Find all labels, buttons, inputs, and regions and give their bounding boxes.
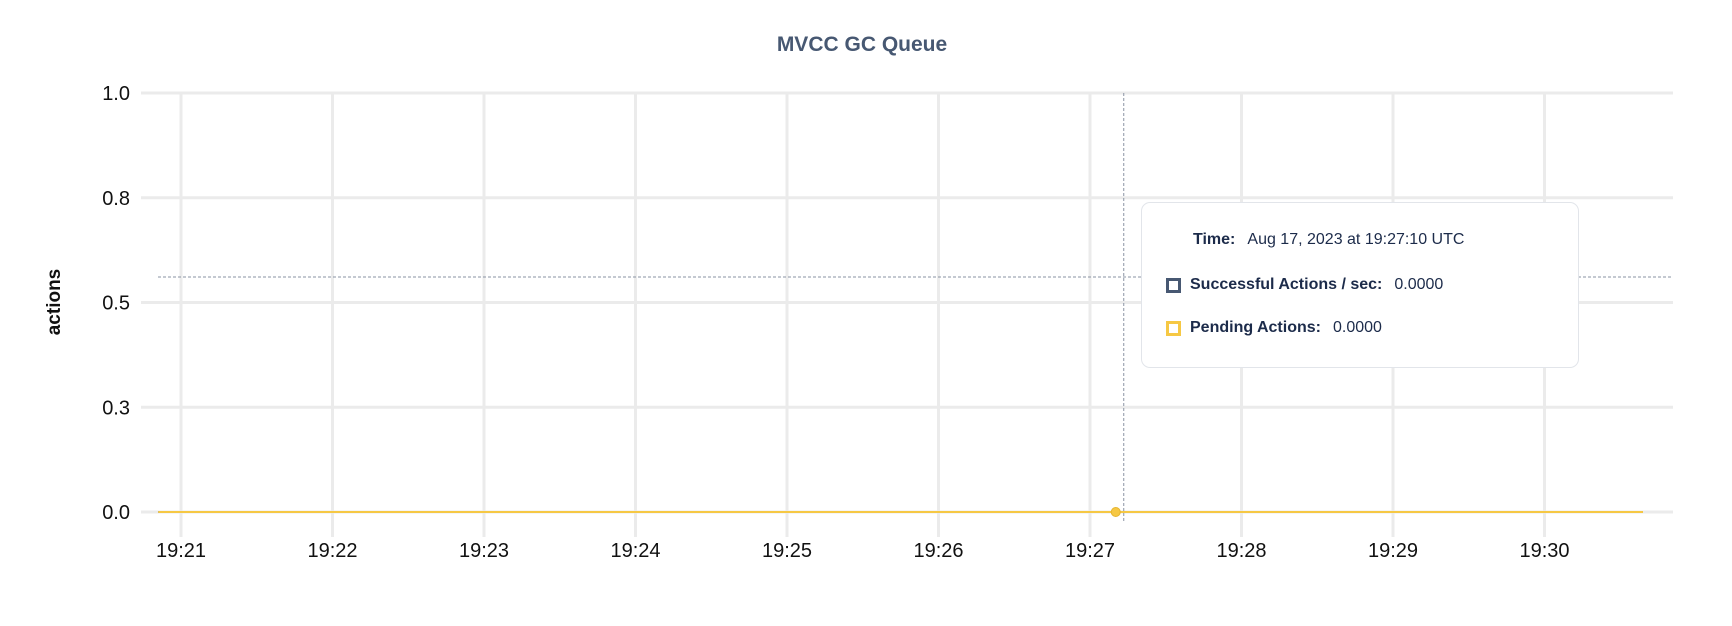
tooltip-time-label: Time: [1193,231,1236,248]
x-tick-label: 19:25 [762,540,812,562]
x-tick-label: 19:29 [1368,540,1418,562]
x-tick-label: 19:28 [1216,540,1266,562]
x-tick-label: 19:30 [1519,540,1569,562]
tooltip-series-value: 0.0000 [1332,319,1382,336]
x-tick-label: 19:24 [610,540,660,562]
y-tick-label: 0.0 [102,502,130,524]
hover-point [1110,507,1121,517]
x-tick-label: 19:23 [459,540,509,562]
x-tick-label: 19:21 [156,540,206,562]
tooltip: Time: Aug 17, 2023 at 19:27:10 UTC Succe… [1141,202,1579,368]
y-tick-label: 0.8 [102,188,130,210]
legend-swatch-successful [1166,277,1181,293]
x-tick-label: 19:22 [307,540,357,562]
y-axis-label: actions [44,269,65,336]
y-tick-label: 0.3 [102,397,130,419]
legend-swatch-pending [1166,320,1181,336]
x-tick-label: 19:27 [1065,540,1115,562]
x-tick-label: 19:26 [913,540,963,562]
tooltip-series-label: Successful Actions / sec: [1190,276,1383,293]
y-tick-label: 1.0 [102,83,130,105]
tooltip-time-value: Aug 17, 2023 at 19:27:10 UTC [1247,231,1465,248]
y-tick-label: 0.5 [102,293,130,315]
chart-title: MVCC GC Queue [777,33,947,56]
tooltip-series-value: 0.0000 [1394,276,1444,293]
tooltip-series-label: Pending Actions: [1190,319,1321,336]
